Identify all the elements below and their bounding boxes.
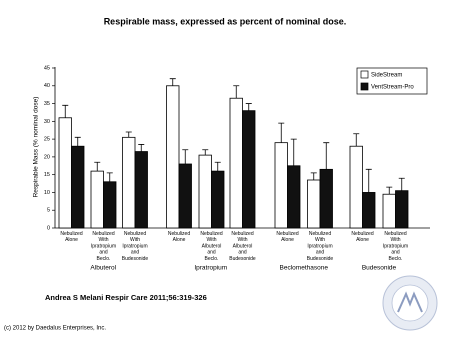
bar	[229, 97, 243, 229]
error-bar	[353, 133, 360, 147]
error-bar	[245, 103, 252, 111]
error-bar	[74, 136, 81, 147]
x-tick-label: Nebulized Alone	[168, 231, 190, 243]
bar	[211, 170, 225, 229]
bar	[382, 193, 396, 229]
y-tick-label: 35	[44, 101, 50, 107]
x-tick-label: Nebulized Alone	[60, 231, 82, 243]
group-label: Ipratropium	[194, 265, 227, 272]
error-bar	[182, 149, 189, 164]
y-tick-label: 5	[47, 208, 50, 214]
bar	[242, 110, 256, 229]
y-tick-label: 0	[47, 225, 50, 231]
logo-mark	[397, 291, 423, 313]
group-label: Beclomethasone	[280, 265, 329, 272]
y-tick-label: 40	[44, 83, 50, 89]
error-bar	[202, 149, 209, 156]
legend-label: SideStream	[371, 73, 402, 79]
x-tick-label: Nebulized With Ipratropium and Beclo.	[91, 231, 116, 262]
chart-title: Respirable mass, expressed as percent of…	[104, 16, 347, 26]
error-bar	[365, 168, 372, 193]
citation: Andrea S Melani Respir Care 2011;56:319-…	[45, 293, 207, 302]
bar	[319, 168, 333, 229]
bar	[90, 170, 104, 229]
copyright: (c) 2012 by Daedalus Enterprises, Inc.	[4, 326, 106, 332]
bar	[134, 151, 148, 229]
bar	[307, 179, 321, 229]
y-tick-label: 30	[44, 119, 50, 125]
error-bar	[233, 85, 240, 99]
x-tick-label: Nebulized With Ipratropium and Beclo.	[383, 231, 408, 262]
x-tick-label: Nebulized With Albuterol and Beclo.	[200, 231, 222, 262]
error-bar	[62, 104, 69, 118]
bar	[178, 163, 192, 229]
legend-box	[356, 67, 428, 95]
bar	[71, 145, 85, 229]
error-bar	[398, 177, 405, 191]
error-bar	[169, 78, 176, 86]
bar	[362, 192, 376, 229]
error-bar	[125, 131, 132, 138]
y-tick-label: 25	[44, 137, 50, 143]
bar	[58, 117, 72, 229]
error-bar	[290, 138, 297, 166]
x-tick-label: Nebulized With Albuterol and Budesonide	[229, 231, 256, 262]
bar	[122, 136, 136, 229]
y-tick-label: 15	[44, 172, 50, 178]
error-bar	[323, 142, 330, 170]
x-tick-label: Nebulized With Ipratropium and Budesonide	[307, 231, 334, 262]
error-bar	[278, 122, 285, 143]
x-tick-label: Nebulized Alone	[351, 231, 373, 243]
error-bar	[386, 186, 393, 195]
legend-swatch	[360, 70, 369, 79]
y-tick-label: 45	[44, 65, 50, 71]
bar	[103, 181, 117, 229]
y-tick-label: 10	[44, 190, 50, 196]
bar	[274, 142, 288, 229]
legend-label: VentStream-Pro	[371, 85, 414, 91]
x-tick-label: Nebulized Alone	[276, 231, 298, 243]
bar	[395, 190, 409, 229]
bar	[166, 85, 180, 229]
y-tick-label: 20	[44, 154, 50, 160]
bar	[349, 145, 363, 229]
legend-swatch	[360, 82, 369, 91]
error-bar	[310, 172, 317, 180]
error-bar	[214, 161, 221, 172]
logo	[382, 275, 438, 331]
error-bar	[138, 144, 145, 152]
x-tick-label: Nebulized With Ipratropium and Budesonide	[122, 231, 149, 262]
bar	[198, 154, 212, 229]
bar	[287, 165, 301, 229]
y-axis-label: Respirable Mass (% nominal dose)	[33, 97, 40, 198]
group-label: Albuterol	[90, 265, 116, 272]
error-bar	[106, 172, 113, 182]
error-bar	[94, 161, 101, 172]
group-label: Budesonide	[362, 265, 397, 272]
